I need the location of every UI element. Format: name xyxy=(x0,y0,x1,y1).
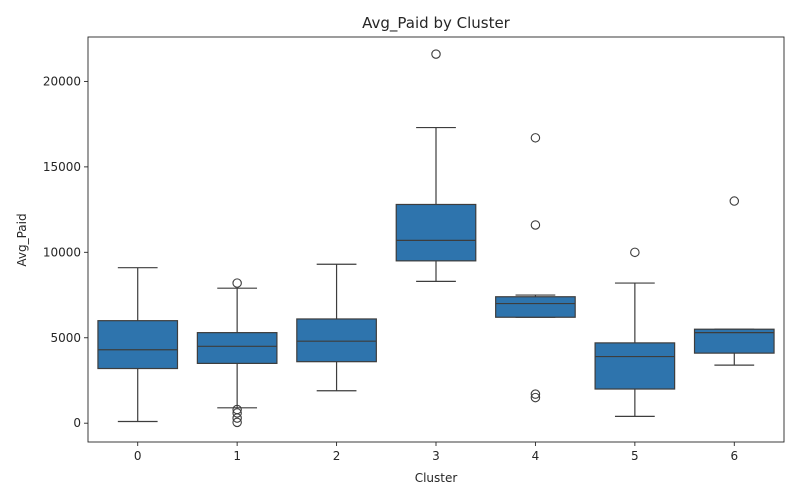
iqr-box xyxy=(97,320,179,370)
box-group-cluster-4 xyxy=(495,133,576,403)
y-axis-label: Avg_Paid xyxy=(15,213,29,266)
outlier-point xyxy=(729,196,740,206)
x-tick-label: 0 xyxy=(134,449,142,463)
x-tick-label: 5 xyxy=(631,449,639,463)
y-tick-label: 20000 xyxy=(43,74,81,88)
outlier-point xyxy=(530,133,541,143)
iqr-box xyxy=(296,318,377,363)
box-group-cluster-2 xyxy=(296,263,377,392)
x-axis-label: Cluster xyxy=(415,471,458,485)
plot-area xyxy=(97,49,775,428)
iqr-box xyxy=(594,342,676,390)
box-group-cluster-5 xyxy=(594,247,676,417)
x-axis: 0 1 2 3 4 5 6 xyxy=(134,442,738,463)
x-tick-label: 2 xyxy=(333,449,341,463)
y-tick-label: 10000 xyxy=(43,245,81,259)
box-group-cluster-0 xyxy=(97,267,179,423)
iqr-box xyxy=(395,203,477,262)
outlier-point xyxy=(530,220,541,230)
y-tick-label: 15000 xyxy=(43,160,81,174)
box-group-cluster-1 xyxy=(196,278,278,428)
iqr-box xyxy=(495,296,576,318)
outlier-point xyxy=(232,413,242,423)
y-tick-label: 5000 xyxy=(50,331,81,345)
outlier-point xyxy=(530,392,541,403)
y-tick-label: 0 xyxy=(73,416,81,430)
y-axis: 0 5000 10000 15000 20000 xyxy=(43,74,88,430)
x-tick-label: 6 xyxy=(730,449,738,463)
x-tick-label: 1 xyxy=(233,449,241,463)
x-tick-label: 4 xyxy=(532,449,540,463)
iqr-box xyxy=(693,328,775,354)
outlier-point xyxy=(232,278,242,288)
outlier-point xyxy=(431,49,441,59)
outlier-point xyxy=(530,389,541,399)
x-tick-label: 3 xyxy=(432,449,440,463)
iqr-box xyxy=(196,332,278,364)
box-group-cluster-3 xyxy=(395,49,477,282)
outlier-point xyxy=(232,417,242,428)
chart-title: Avg_Paid by Cluster xyxy=(362,14,511,33)
outlier-point xyxy=(232,408,242,418)
outlier-point xyxy=(630,247,640,258)
box-group-cluster-6 xyxy=(693,196,775,366)
